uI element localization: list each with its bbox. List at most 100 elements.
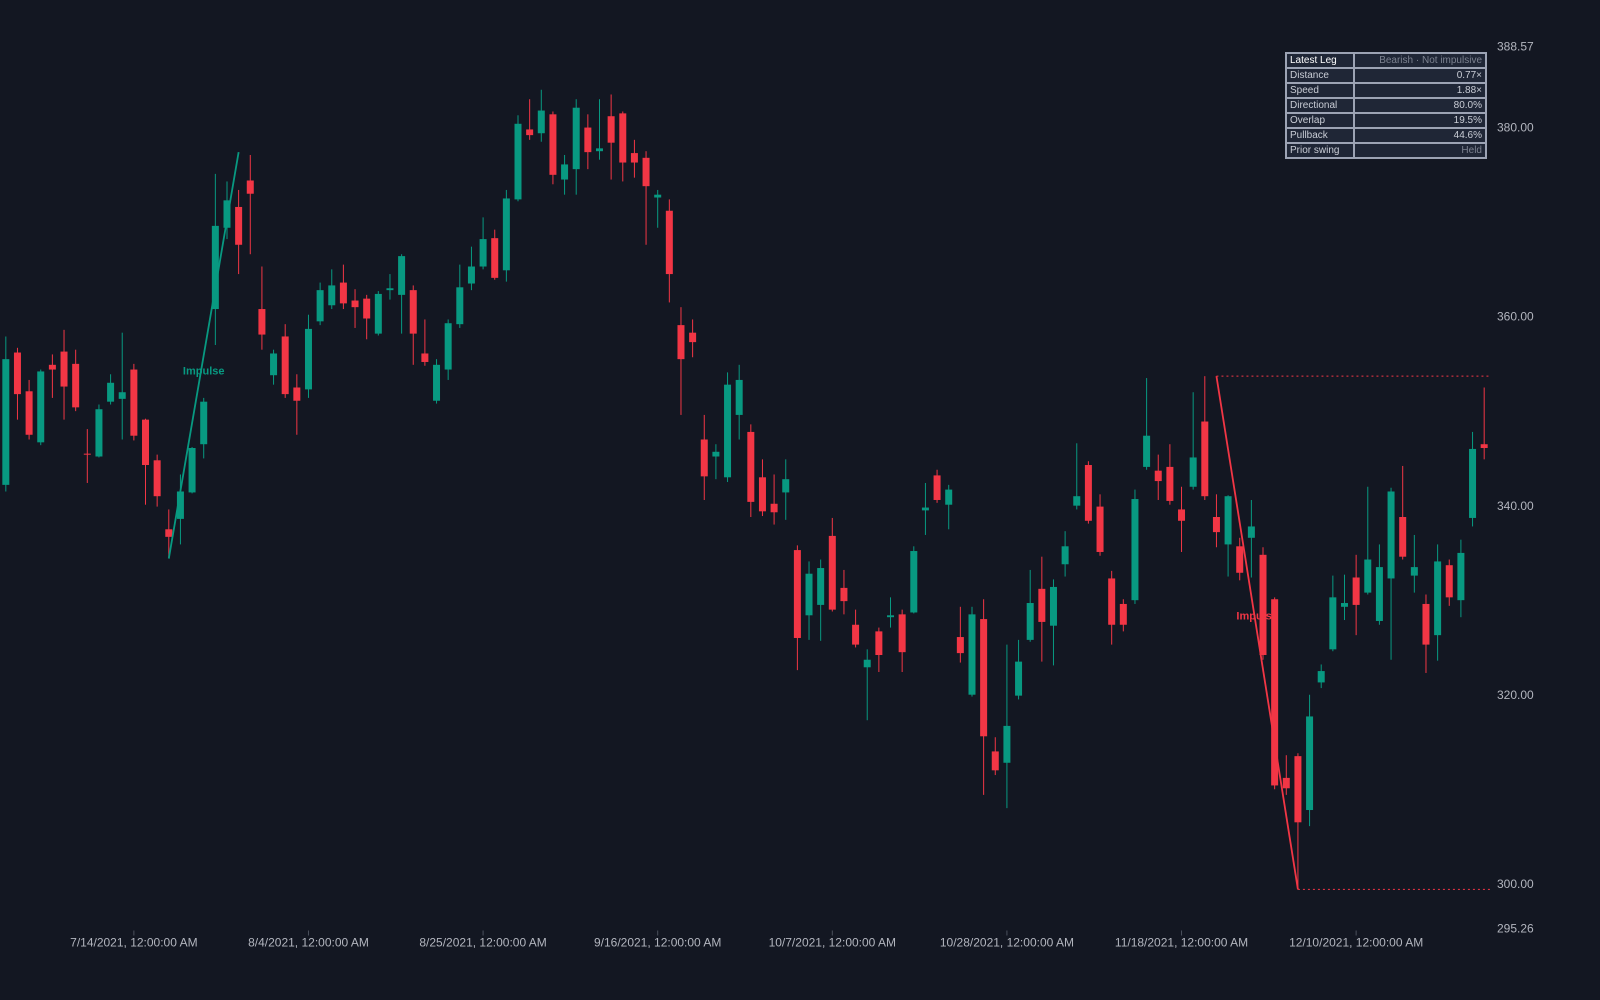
y-tick-label: 360.00 (1497, 310, 1534, 324)
table-cell: Speed (1284, 82, 1356, 99)
candle-body (1247, 526, 1255, 538)
y-tick-label: 380.00 (1497, 121, 1534, 135)
candle-body (293, 387, 301, 401)
candle-body (176, 491, 184, 519)
candle-body (456, 287, 464, 325)
table-cell: Directional (1284, 97, 1356, 114)
candle-body (828, 535, 836, 610)
candle-body (665, 210, 673, 275)
candle-body (1282, 777, 1290, 789)
candle-body (735, 379, 743, 415)
candle-body (270, 353, 278, 376)
candle-body (188, 447, 196, 493)
candle-body (817, 568, 825, 605)
table-cell: 80.0% (1353, 97, 1487, 114)
x-tick-label: 8/4/2021, 12:00:00 AM (248, 936, 369, 950)
y-tick-label: 300.00 (1497, 877, 1534, 891)
candle-body (758, 477, 766, 512)
leg-label: Impulse (1236, 611, 1278, 623)
candle-body (1399, 516, 1407, 557)
candle-body (1294, 756, 1302, 823)
table-cell: 19.5% (1353, 112, 1487, 129)
table-row: Prior swing Held (1284, 142, 1487, 159)
candle-body (945, 489, 953, 505)
candle-body (595, 148, 603, 152)
leg-info-table: Latest Leg Bearish · Not impulsive Dista… (1284, 52, 1487, 159)
candle-body (1457, 552, 1465, 601)
candle-body (630, 153, 638, 163)
table-cell: Pullback (1284, 127, 1356, 144)
candle-body (95, 409, 103, 457)
table-cell: Prior swing (1284, 142, 1356, 159)
candle-body (991, 751, 999, 771)
candle-body (956, 637, 964, 654)
candle-body (1061, 546, 1069, 565)
x-tick-label: 8/25/2021, 12:00:00 AM (419, 936, 546, 950)
table-row: Distance 0.77× (1284, 67, 1487, 84)
y-tick-label: 340.00 (1497, 499, 1534, 513)
x-tick-label: 12/10/2021, 12:00:00 AM (1289, 936, 1423, 950)
candle-body (165, 529, 173, 537)
candle-body (1178, 509, 1186, 521)
candle-body (1329, 597, 1337, 650)
candle-body (910, 551, 918, 613)
candle-body (1422, 603, 1430, 645)
candle-body (1236, 546, 1244, 573)
candle-body (1189, 457, 1197, 487)
candle-body (863, 659, 871, 668)
candle-body (223, 200, 231, 228)
candle-body (72, 363, 80, 408)
table-row: Directional 80.0% (1284, 97, 1487, 114)
header-cell: Latest Leg (1284, 52, 1356, 69)
candle-body (1480, 444, 1488, 448)
candle-body (1003, 725, 1011, 763)
candle-body (747, 431, 755, 502)
candle-body (304, 328, 312, 390)
candle-body (875, 631, 883, 656)
y-tick-label: 295.26 (1497, 922, 1534, 936)
candle-body (1038, 588, 1046, 622)
candle-body (467, 266, 475, 284)
candle-body (386, 288, 394, 291)
table-row: Pullback 44.6% (1284, 127, 1487, 144)
candle-body (1131, 499, 1139, 601)
candle-body (421, 353, 429, 362)
table-cell: 0.77× (1353, 67, 1487, 84)
candle-body (584, 127, 592, 153)
candle-body (1434, 561, 1442, 636)
candle-body (1096, 506, 1104, 552)
table-header: Latest Leg Bearish · Not impulsive (1284, 52, 1487, 69)
candle-body (572, 107, 580, 170)
candle-body (13, 352, 21, 395)
x-tick-label: 10/7/2021, 12:00:00 AM (769, 936, 896, 950)
candle-body (48, 364, 56, 370)
candle-body (1166, 466, 1174, 501)
candle-body (782, 479, 790, 493)
candle-body (1224, 496, 1232, 545)
candle-body (770, 503, 778, 513)
x-tick-label: 9/16/2021, 12:00:00 AM (594, 936, 721, 950)
candle-body (130, 369, 138, 436)
candle-body (328, 285, 336, 306)
candle-body (235, 206, 243, 245)
candle-body (1340, 603, 1348, 607)
candle-body (211, 225, 219, 310)
candle-body (2, 359, 10, 485)
candle-body (654, 194, 662, 198)
table-cell: 1.88× (1353, 82, 1487, 99)
candle-body (1271, 599, 1279, 786)
candle-body (1317, 671, 1325, 683)
leg-label: Impulse (183, 365, 225, 377)
candle-body (246, 180, 254, 194)
candle-body (1015, 661, 1023, 696)
candle-body (1445, 565, 1453, 598)
candle-body (491, 238, 499, 278)
candle-body (37, 371, 45, 443)
table-cell: Overlap (1284, 112, 1356, 129)
candle-body (933, 475, 941, 500)
y-tick-label: 320.00 (1497, 688, 1534, 702)
candle-body (1259, 554, 1267, 656)
candle-body (1375, 567, 1383, 621)
candle-body (351, 300, 359, 308)
